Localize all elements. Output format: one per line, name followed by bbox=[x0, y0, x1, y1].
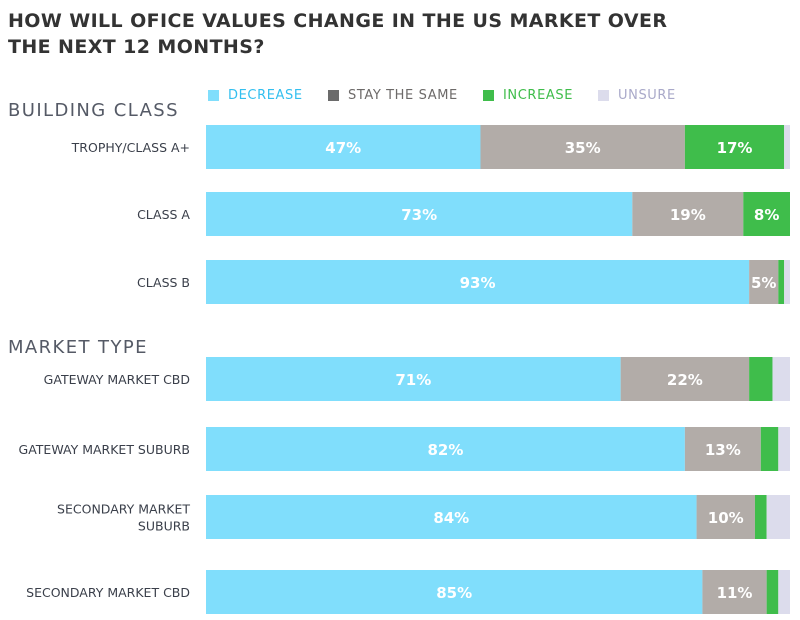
legend-label-unsure: UNSURE bbox=[618, 88, 676, 103]
bar-segment-trophy-class-a--increase bbox=[684, 125, 785, 169]
bar-segment-gateway-market-cbd-stay-the-same bbox=[620, 357, 750, 401]
bar-segment-class-a-decrease bbox=[206, 192, 633, 236]
data-label-class-a-stay-the-same: 19% bbox=[670, 206, 706, 224]
data-label-trophy-class-a--stay-the-same: 35% bbox=[565, 139, 601, 157]
bar-segment-secondary-market-cbd-decrease bbox=[206, 570, 703, 614]
legend-swatch-unsure bbox=[598, 90, 609, 101]
bar-segment-gateway-market-suburb-increase bbox=[760, 427, 779, 471]
bar-segment-secondary-market-suburb-unsure bbox=[766, 495, 790, 539]
legend-label-increase: INCREASE bbox=[503, 88, 574, 103]
legend-item-unsure: UNSURE bbox=[598, 88, 676, 103]
bar-segment-secondary-market-cbd-stay-the-same bbox=[702, 570, 767, 614]
bar-segment-secondary-market-cbd-increase bbox=[766, 570, 779, 614]
legend-label-stay-the-same: STAY THE SAME bbox=[348, 88, 458, 103]
bar-segment-gateway-market-suburb-unsure bbox=[778, 427, 790, 471]
data-label-gateway-market-cbd-stay-the-same: 22% bbox=[667, 371, 703, 389]
data-label-secondary-market-cbd-stay-the-same: 11% bbox=[717, 584, 753, 602]
bar-segment-secondary-market-suburb-increase bbox=[754, 495, 767, 539]
data-label-gateway-market-cbd-decrease: 71% bbox=[395, 371, 431, 389]
bar-segment-gateway-market-cbd-unsure bbox=[772, 357, 790, 401]
bar-segment-secondary-market-suburb-stay-the-same bbox=[696, 495, 755, 539]
data-label-secondary-market-suburb-stay-the-same: 10% bbox=[708, 509, 744, 527]
category-label-secondary-market-suburb: SECONDARY MARKET SUBURB bbox=[57, 502, 190, 534]
bar-segment-class-b-increase bbox=[778, 260, 785, 304]
bar-segment-trophy-class-a--stay-the-same bbox=[480, 125, 685, 169]
bar-segment-trophy-class-a--unsure bbox=[784, 125, 790, 169]
bar-segment-gateway-market-suburb-stay-the-same bbox=[684, 427, 761, 471]
data-label-class-b-stay-the-same: 5% bbox=[751, 274, 776, 292]
legend-swatch-stay-the-same bbox=[328, 90, 339, 101]
chart-title-line-2: THE NEXT 12 MONTHS? bbox=[8, 36, 265, 58]
data-label-trophy-class-a--decrease: 47% bbox=[325, 139, 361, 157]
data-label-gateway-market-suburb-decrease: 82% bbox=[427, 441, 463, 459]
category-label-class-b: CLASS B bbox=[137, 275, 190, 290]
bar-segment-class-b-unsure bbox=[784, 260, 790, 304]
legend-label-decrease: DECREASE bbox=[228, 88, 303, 103]
category-label-gateway-market-suburb: GATEWAY MARKET SUBURB bbox=[19, 442, 190, 457]
legend-item-stay-the-same: STAY THE SAME bbox=[328, 88, 458, 103]
legend-swatch-decrease bbox=[208, 90, 219, 101]
data-label-secondary-market-cbd-decrease: 85% bbox=[436, 584, 472, 602]
chart-title: HOW WILL OFICE VALUES CHANGE IN THE US M… bbox=[8, 8, 708, 60]
category-label-trophy-class-a-: TROPHY/CLASS A+ bbox=[71, 140, 190, 155]
legend-swatch-increase bbox=[483, 90, 494, 101]
bar-segment-gateway-market-cbd-increase bbox=[749, 357, 773, 401]
bar-segment-secondary-market-suburb-decrease bbox=[206, 495, 697, 539]
bar-segment-gateway-market-cbd-decrease bbox=[206, 357, 621, 401]
data-label-class-a-decrease: 73% bbox=[401, 206, 437, 224]
bar-segment-gateway-market-suburb-decrease bbox=[206, 427, 685, 471]
bar-segment-class-b-stay-the-same bbox=[749, 260, 779, 304]
category-label-secondary-market-cbd: SECONDARY MARKET CBD bbox=[26, 585, 190, 600]
bar-segment-secondary-market-cbd-unsure bbox=[778, 570, 790, 614]
legend-item-decrease: DECREASE bbox=[208, 88, 303, 103]
group-label-market-type: MARKET TYPE bbox=[8, 337, 148, 358]
data-label-secondary-market-suburb-decrease: 84% bbox=[433, 509, 469, 527]
bar-segment-trophy-class-a--decrease bbox=[206, 125, 481, 169]
data-label-class-a-increase: 8% bbox=[754, 206, 779, 224]
chart-title-line-1: HOW WILL OFICE VALUES CHANGE IN THE US M… bbox=[8, 10, 668, 32]
data-label-gateway-market-suburb-stay-the-same: 13% bbox=[705, 441, 741, 459]
data-label-class-b-decrease: 93% bbox=[460, 274, 496, 292]
bar-segment-class-a-stay-the-same bbox=[632, 192, 744, 236]
bar-segment-class-b-decrease bbox=[206, 260, 750, 304]
legend-item-increase: INCREASE bbox=[483, 88, 573, 103]
category-label-gateway-market-cbd: GATEWAY MARKET CBD bbox=[44, 372, 190, 387]
bar-segment-class-a-increase bbox=[743, 192, 790, 236]
category-label-class-a: CLASS A bbox=[137, 207, 190, 222]
data-label-trophy-class-a--increase: 17% bbox=[717, 139, 753, 157]
group-label-building-class: BUILDING CLASS bbox=[8, 100, 179, 121]
